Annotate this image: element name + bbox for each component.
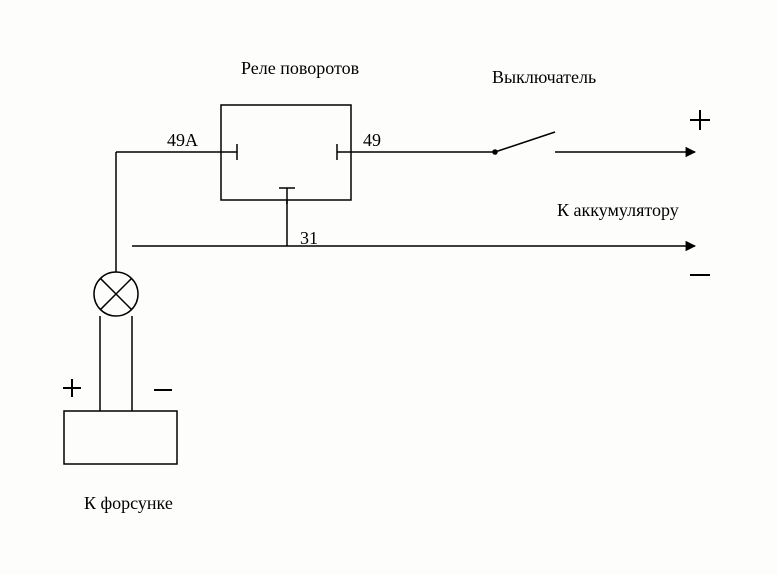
label-pin49A: 49А: [167, 130, 198, 151]
label-pin31: 31: [300, 228, 318, 249]
label-pin49: 49: [363, 130, 381, 151]
label-to_injector: К форсунке: [84, 493, 173, 514]
label-switch_title: Выключатель: [492, 67, 596, 88]
label-relay_title: Реле поворотов: [241, 58, 359, 79]
label-to_battery: К аккумулятору: [557, 200, 679, 221]
circuit-diagram: [0, 0, 778, 574]
